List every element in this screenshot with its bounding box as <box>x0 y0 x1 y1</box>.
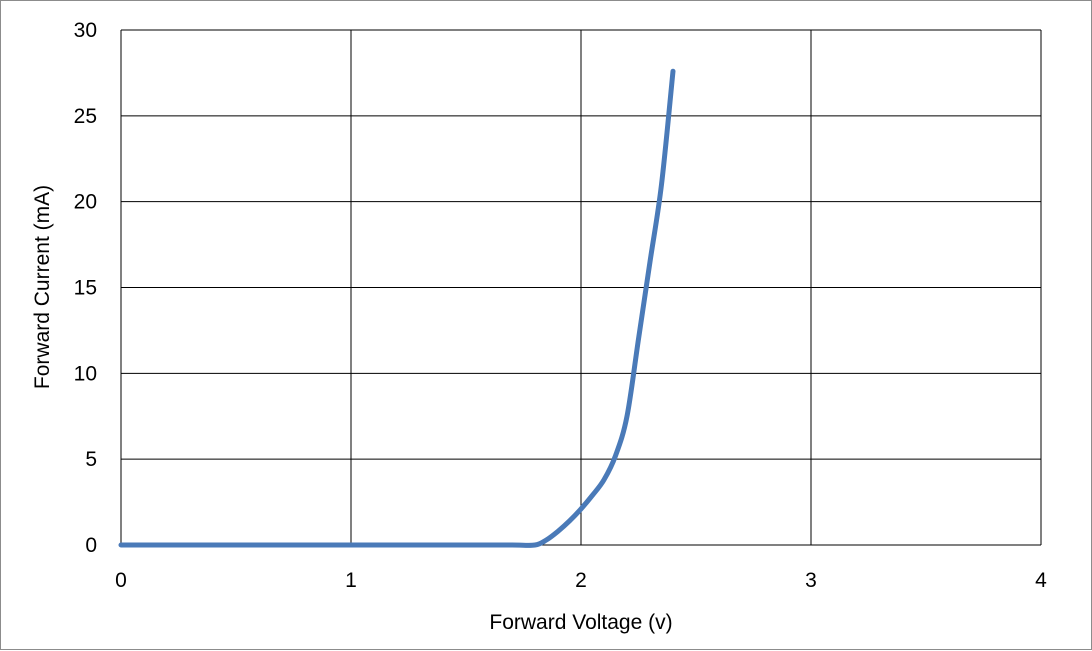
series-line-0 <box>118 68 676 548</box>
series-layer <box>118 68 676 548</box>
x-tick-label: 0 <box>115 569 127 592</box>
y-tick-label: 10 <box>74 362 97 385</box>
tick-layer: 0 5 10 15 20 25 30 0 1 2 3 4 <box>74 19 1048 592</box>
y-tick-label: 25 <box>74 105 97 128</box>
y-tick-label: 15 <box>74 277 97 300</box>
y-tick-label: 30 <box>74 19 97 42</box>
x-tick-label: 2 <box>575 569 587 592</box>
x-axis-title: Forward Voltage (v) <box>489 611 672 634</box>
grid-layer <box>120 29 1042 546</box>
x-tick-label: 1 <box>345 569 357 592</box>
x-tick-label: 3 <box>805 569 817 592</box>
y-tick-label: 5 <box>85 448 97 471</box>
y-tick-label: 0 <box>85 534 97 557</box>
y-tick-label: 20 <box>74 191 97 214</box>
y-axis-title: Forward Current (mA) <box>31 185 54 389</box>
x-tick-label: 4 <box>1035 569 1047 592</box>
